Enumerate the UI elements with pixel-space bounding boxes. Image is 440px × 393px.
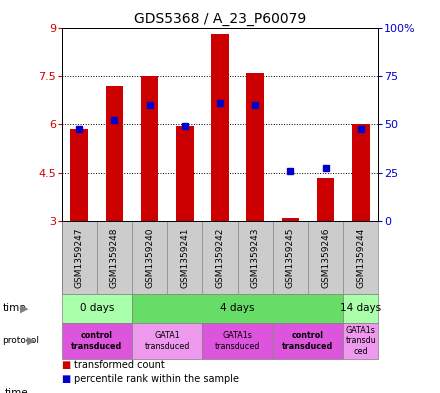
Text: GSM1359242: GSM1359242 bbox=[216, 227, 224, 288]
Text: control
transduced: control transduced bbox=[282, 331, 334, 351]
Text: GSM1359243: GSM1359243 bbox=[251, 227, 260, 288]
Bar bbox=[343, 323, 378, 359]
Text: ▶: ▶ bbox=[27, 336, 36, 346]
Text: percentile rank within the sample: percentile rank within the sample bbox=[74, 375, 239, 384]
Text: ▶: ▶ bbox=[20, 303, 28, 313]
Title: GDS5368 / A_23_P60079: GDS5368 / A_23_P60079 bbox=[134, 13, 306, 26]
Bar bbox=[132, 294, 343, 323]
Text: time: time bbox=[4, 388, 28, 393]
Text: GSM1359247: GSM1359247 bbox=[75, 227, 84, 288]
Bar bbox=[211, 34, 229, 221]
Text: 4 days: 4 days bbox=[220, 303, 255, 313]
Text: GSM1359240: GSM1359240 bbox=[145, 227, 154, 288]
Text: GATA1
transduced: GATA1 transduced bbox=[144, 331, 190, 351]
Bar bbox=[62, 323, 132, 359]
Text: GSM1359246: GSM1359246 bbox=[321, 227, 330, 288]
Bar bbox=[282, 218, 299, 221]
Text: transformed count: transformed count bbox=[74, 360, 165, 370]
Bar bbox=[273, 323, 343, 359]
Text: GSM1359245: GSM1359245 bbox=[286, 227, 295, 288]
Bar bbox=[343, 294, 378, 323]
Text: ■: ■ bbox=[62, 375, 71, 384]
Bar bbox=[70, 129, 88, 221]
Text: 0 days: 0 days bbox=[80, 303, 114, 313]
Text: GSM1359241: GSM1359241 bbox=[180, 227, 189, 288]
Bar bbox=[62, 294, 132, 323]
Bar bbox=[317, 178, 334, 221]
Text: GSM1359248: GSM1359248 bbox=[110, 227, 119, 288]
Bar bbox=[106, 86, 123, 221]
Text: ■: ■ bbox=[62, 360, 71, 370]
Bar bbox=[352, 124, 370, 221]
Bar bbox=[176, 126, 194, 221]
Text: GATA1s
transdu
ced: GATA1s transdu ced bbox=[345, 326, 376, 356]
Bar bbox=[202, 323, 273, 359]
Text: control
transduced: control transduced bbox=[71, 331, 122, 351]
Text: GSM1359244: GSM1359244 bbox=[356, 227, 365, 288]
Bar bbox=[246, 73, 264, 221]
Text: protocol: protocol bbox=[2, 336, 39, 345]
Bar bbox=[132, 323, 202, 359]
Text: 14 days: 14 days bbox=[340, 303, 381, 313]
Bar bbox=[141, 76, 158, 221]
Text: GATA1s
transduced: GATA1s transduced bbox=[215, 331, 260, 351]
Text: time: time bbox=[2, 303, 26, 313]
